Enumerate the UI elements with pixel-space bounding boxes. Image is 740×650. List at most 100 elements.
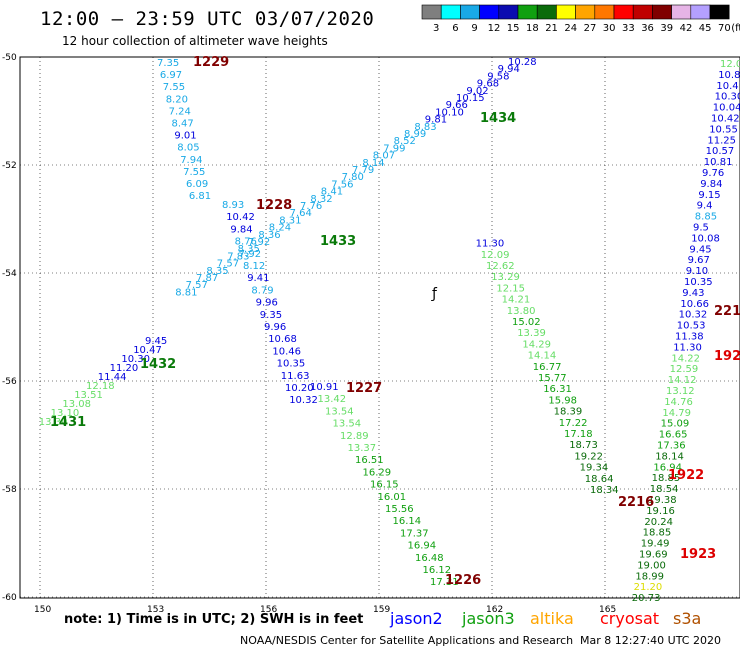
- swh-observation: 10.32: [679, 310, 708, 321]
- swh-observation: 18.73: [569, 440, 598, 451]
- swh-observation: 7.64: [290, 208, 312, 219]
- latitude-tick-label: -60: [2, 593, 17, 603]
- longitude-tick-label: 165: [599, 605, 616, 615]
- swh-observation: 7.87: [196, 273, 218, 284]
- swh-observation: 13.08: [62, 399, 91, 410]
- latitude-tick-label: -56: [2, 377, 17, 387]
- swh-observation: 16.15: [370, 480, 399, 491]
- swh-observation: 19.69: [639, 550, 668, 561]
- swh-observation: 9.94: [498, 64, 520, 75]
- swh-observation: 14.79: [662, 408, 691, 419]
- swh-observation: 16.01: [378, 492, 407, 503]
- swh-observation: 11.25: [707, 135, 736, 146]
- swh-observation: 8.93: [222, 200, 244, 211]
- legend-unit: (ft): [731, 23, 740, 34]
- swh-observation: 7.57: [186, 280, 208, 291]
- legend-swatch: [594, 4, 615, 20]
- legend-value: 70: [718, 23, 731, 34]
- swh-observation: 12.59: [670, 364, 699, 375]
- swh-observation: 12.09: [481, 250, 510, 261]
- swh-observation: 10.46: [272, 346, 301, 357]
- swh-observation: 14.14: [528, 351, 557, 362]
- swh-observation: 8.35: [238, 244, 260, 255]
- latitude-tick-label: -58: [2, 485, 17, 495]
- swh-observation: 18.54: [650, 484, 679, 495]
- legend-value: 42: [680, 23, 693, 34]
- swh-observation: 21.20: [634, 582, 663, 593]
- pass-time-label: 2216: [618, 495, 654, 510]
- swh-observation: 16.31: [543, 384, 572, 395]
- swh-observation: 15.02: [512, 317, 541, 328]
- pass-time-label: 1434: [480, 111, 516, 126]
- swh-observation: 13.51: [74, 390, 103, 401]
- legend-value: 45: [699, 23, 712, 34]
- pass-time-label: 1922: [668, 468, 704, 483]
- satellite-jason2-label: jason2: [390, 609, 443, 628]
- swh-observation: 16.77: [533, 362, 562, 373]
- swh-observation: 7.80: [342, 172, 364, 183]
- swh-observation: 10.57: [706, 146, 735, 157]
- swh-observation: 7.55: [183, 167, 205, 178]
- legend-value: 39: [660, 23, 673, 34]
- swh-observation: 12.0: [720, 59, 740, 70]
- swh-observation: 9.84: [700, 179, 722, 190]
- swh-observation: 9.58: [487, 71, 509, 82]
- legend-swatch: [575, 4, 596, 20]
- legend-swatch: [632, 4, 653, 20]
- swh-observation: 6.09: [186, 179, 208, 190]
- swh-observation: 20.73: [632, 593, 661, 604]
- swh-observation: 11.38: [675, 332, 704, 343]
- swh-observation: 10.08: [691, 233, 720, 244]
- map-frame: [19, 56, 740, 599]
- swh-observation: 10.35: [684, 277, 713, 288]
- pass-time-label: 1431: [50, 415, 86, 430]
- swh-observation: 10.28: [508, 57, 537, 68]
- swh-observation: 8.76: [235, 237, 257, 248]
- swh-observation: 10.66: [680, 299, 709, 310]
- pass-time-label: 1923: [680, 547, 716, 562]
- legend-swatch: [460, 4, 480, 20]
- swh-observation: 9.02: [466, 86, 488, 97]
- satellite-cryosat-label: cryosat: [600, 609, 660, 628]
- legend-swatch: [479, 4, 500, 20]
- swh-observation: 15.56: [385, 504, 414, 515]
- swh-observation: 13.54: [325, 406, 354, 417]
- satellite-altika-label: altika: [530, 609, 574, 628]
- swh-observation: 8.24: [269, 223, 291, 234]
- swh-observation: 7.99: [383, 143, 405, 154]
- swh-observation: 18.85: [652, 473, 681, 484]
- swh-observation: 7.92: [239, 249, 261, 260]
- pass-time-label: 192: [714, 349, 740, 364]
- swh-observation: 9.41: [247, 273, 269, 284]
- swh-observation: 14.29: [522, 339, 551, 350]
- swh-observation: 18.64: [585, 474, 614, 485]
- swh-observation: 10.04: [713, 103, 740, 114]
- pass-time-label: 1227: [346, 381, 382, 396]
- swh-observation: 10.35: [277, 359, 306, 370]
- legend-value: 24: [564, 23, 577, 34]
- swh-observation: 9.10: [686, 266, 708, 277]
- swh-observation: 8.32: [310, 194, 332, 205]
- swh-observation: 19.16: [646, 506, 675, 517]
- swh-observation: 9.01: [174, 131, 196, 142]
- swh-observation: 8.99: [404, 129, 426, 140]
- pass-time-label: 1432: [140, 357, 176, 372]
- legend-value: 18: [526, 23, 539, 34]
- latitude-tick-label: -54: [2, 269, 17, 279]
- swh-observation: 6.81: [189, 191, 211, 202]
- swh-observation: 13.30: [39, 417, 68, 428]
- swh-observation: 8.83: [414, 122, 436, 133]
- legend-swatch: [498, 4, 519, 20]
- swh-observation: 7.56: [331, 179, 353, 190]
- swh-observation: 8.79: [251, 285, 273, 296]
- legend-value: 30: [603, 23, 616, 34]
- swh-observation: 13.12: [666, 386, 695, 397]
- legend-value: 12: [488, 23, 501, 34]
- swh-observation: 10.41: [716, 81, 740, 92]
- swh-observation: 10.42: [711, 114, 740, 125]
- swh-observation: 8.52: [394, 136, 416, 147]
- swh-observation: 8.35: [206, 266, 228, 277]
- swh-observation: 7.57: [217, 259, 239, 270]
- swh-observation: 12.15: [496, 283, 525, 294]
